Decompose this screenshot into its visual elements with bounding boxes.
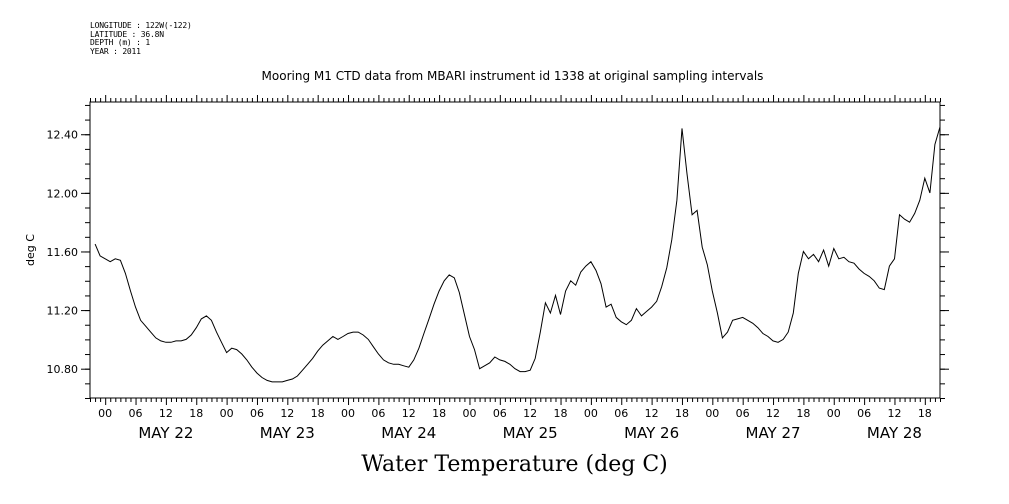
x-tick-label: 18 <box>554 407 568 420</box>
x-tick-label: 00 <box>705 407 719 420</box>
longitude-text: LONGITUDE : 122W(-122) <box>90 21 192 30</box>
x-tick-label: 06 <box>736 407 750 420</box>
y-tick-label: 10.80 <box>47 363 79 376</box>
depth-text: DEPTH (m) : 1 <box>90 38 151 48</box>
x-tick-label: 12 <box>280 407 294 420</box>
latitude-text: LATITUDE : 36.8N <box>90 29 164 39</box>
x-day-label: MAY 27 <box>746 424 801 442</box>
year-text: YEAR : 2011 <box>90 46 141 56</box>
x-tick-label: 00 <box>341 407 355 420</box>
x-day-label: MAY 26 <box>624 424 679 442</box>
metadata-block: LONGITUDE : 122W(-122) LATITUDE : 36.8N … <box>90 21 192 56</box>
x-tick-label: 06 <box>129 407 143 420</box>
x-tick-label: 18 <box>432 407 446 420</box>
y-tick-label: 12.40 <box>47 129 79 142</box>
chart-title: Mooring M1 CTD data from MBARI instrumen… <box>261 69 764 83</box>
x-tick-label: 00 <box>827 407 841 420</box>
y-axis-label: deg C <box>24 234 37 266</box>
x-day-label: MAY 24 <box>381 424 436 442</box>
x-tick-label: 00 <box>584 407 598 420</box>
x-tick-label: 18 <box>796 407 810 420</box>
x-tick-label: 06 <box>250 407 264 420</box>
plot-frame <box>89 101 941 399</box>
y-tick-label: 11.60 <box>47 246 79 259</box>
x-tick-label: 12 <box>402 407 416 420</box>
x-tick-label: 06 <box>614 407 628 420</box>
x-tick-label: 12 <box>523 407 537 420</box>
x-tick-label: 06 <box>493 407 507 420</box>
x-tick-label: 06 <box>371 407 385 420</box>
x-tick-label: 12 <box>159 407 173 420</box>
y-tick-label: 11.20 <box>47 305 79 318</box>
x-tick-label: 18 <box>675 407 689 420</box>
y-tick-label: 12.00 <box>47 187 79 200</box>
x-day-label: MAY 28 <box>867 424 922 442</box>
x-tick-label: 18 <box>189 407 203 420</box>
x-tick-label: 12 <box>766 407 780 420</box>
x-day-label: MAY 25 <box>503 424 558 442</box>
temperature-series-line <box>94 126 941 383</box>
x-day-label: MAY 23 <box>260 424 315 442</box>
x-tick-label: 18 <box>918 407 932 420</box>
x-tick-label: 00 <box>220 407 234 420</box>
x-tick-label: 06 <box>857 407 871 420</box>
x-tick-label: 18 <box>311 407 325 420</box>
x-tick-label: 00 <box>462 407 476 420</box>
x-axis-title: Water Temperature (deg C) <box>361 452 668 477</box>
x-tick-label: 12 <box>645 407 659 420</box>
x-day-label: MAY 22 <box>138 424 193 442</box>
x-tick-label: 12 <box>887 407 901 420</box>
x-tick-label: 00 <box>98 407 112 420</box>
